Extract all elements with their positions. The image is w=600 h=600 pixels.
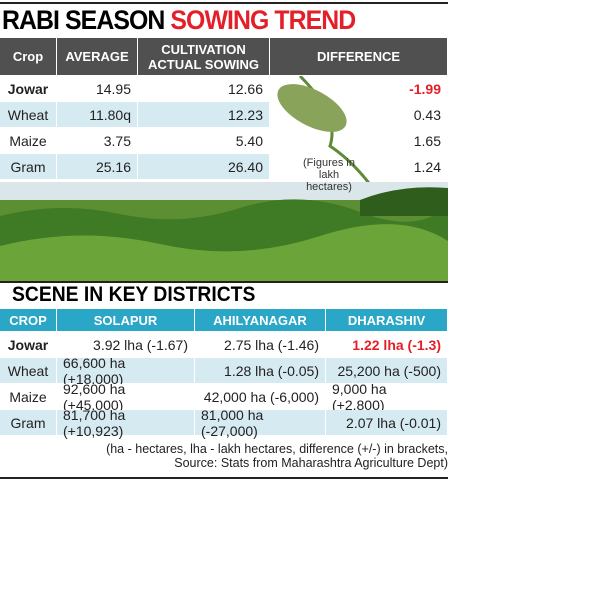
jowar-head — [277, 84, 347, 132]
header-cell: SOLAPUR — [57, 309, 195, 331]
value-cell: 14.95 — [57, 76, 138, 101]
header-cell: Crop — [0, 38, 57, 75]
header-cell: AVERAGE — [57, 38, 138, 75]
bottom-rule — [0, 477, 448, 479]
value-cell: 12.66 — [138, 76, 270, 101]
value-cell: 0.43 — [270, 102, 448, 127]
crop-cell: Jowar — [0, 332, 57, 357]
value-cell: 3.92 lha (-1.67) — [57, 332, 195, 357]
value-cell: 12.23 — [138, 102, 270, 127]
value-cell: 11.80q — [57, 102, 138, 127]
value-cell: 3.75 — [57, 128, 138, 153]
value-cell: 25.16 — [57, 154, 138, 179]
value-cell: 2.07 lha (-0.01) — [326, 410, 448, 435]
crop-cell: Wheat — [0, 358, 57, 383]
header-cell: AHILYANAGAR — [195, 309, 326, 331]
table-1: Crop AVERAGE CULTIVATION ACTUAL SOWING DIFF… — [0, 38, 448, 182]
section-title: SCENE IN KEY DISTRICTS — [12, 283, 256, 306]
value-cell: 81,700 ha (+10,923) — [57, 407, 195, 439]
value-cell: -1.99 — [270, 76, 448, 101]
footer: (ha - hectares, lha - lakh hectares, dif… — [0, 442, 448, 470]
note: (Figures in lakh hectares) — [303, 157, 355, 193]
crop-cell: Jowar — [0, 76, 57, 101]
header-cell: DHARASHIV — [326, 309, 448, 331]
value-cell: 1.22 lha (-1.3) — [326, 332, 448, 357]
value-cell: 25,200 ha (-500) — [326, 358, 448, 383]
value-cell: 5.40 — [138, 128, 270, 153]
value-cell: 1.24 — [270, 154, 448, 179]
header-cell: CROP — [0, 309, 57, 331]
mid-rule — [0, 281, 448, 283]
value-cell: 1.65 — [270, 128, 448, 153]
footer-line: (ha - hectares, lha - lakh hectares, dif… — [106, 442, 448, 456]
crop-cell: Maize — [0, 128, 57, 153]
value-cell: 66,600 ha (+18,000) — [57, 355, 195, 387]
crop-cell: Gram — [0, 410, 57, 435]
top-rule — [0, 2, 448, 4]
table-2: CROP SOLAPUR AHILYANAGAR DHARASHIV Jowar 3.92… — [0, 309, 448, 439]
photo — [0, 76, 448, 282]
value-cell: 2.75 lha (-1.46) — [195, 332, 326, 357]
title-red: SOWING TREND — [170, 5, 356, 35]
value-cell: 81,000 ha (-27,000) — [195, 407, 326, 439]
footer-line: Source: Stats from Maharashtra Agricultu… — [174, 456, 448, 470]
value-cell: 1.28 lha (-0.05) — [195, 358, 326, 383]
crop-cell: Maize — [0, 384, 57, 409]
crop-cell: Gram — [0, 154, 57, 179]
title: RABI SEASON SOWING TREND — [2, 5, 444, 36]
value-cell: 9,000 ha (+2,800) — [326, 381, 448, 413]
value-cell: 26.40 — [138, 154, 270, 179]
header-cell: DIFFERENCE — [270, 38, 448, 75]
crop-cell: Wheat — [0, 102, 57, 127]
title-black: RABI SEASON — [2, 5, 165, 35]
header-cell: CULTIVATION ACTUAL SOWING — [138, 38, 270, 75]
value-cell: 92,600 ha (+45,000) — [57, 381, 195, 413]
value-cell: 42,000 ha (-6,000) — [195, 384, 326, 409]
